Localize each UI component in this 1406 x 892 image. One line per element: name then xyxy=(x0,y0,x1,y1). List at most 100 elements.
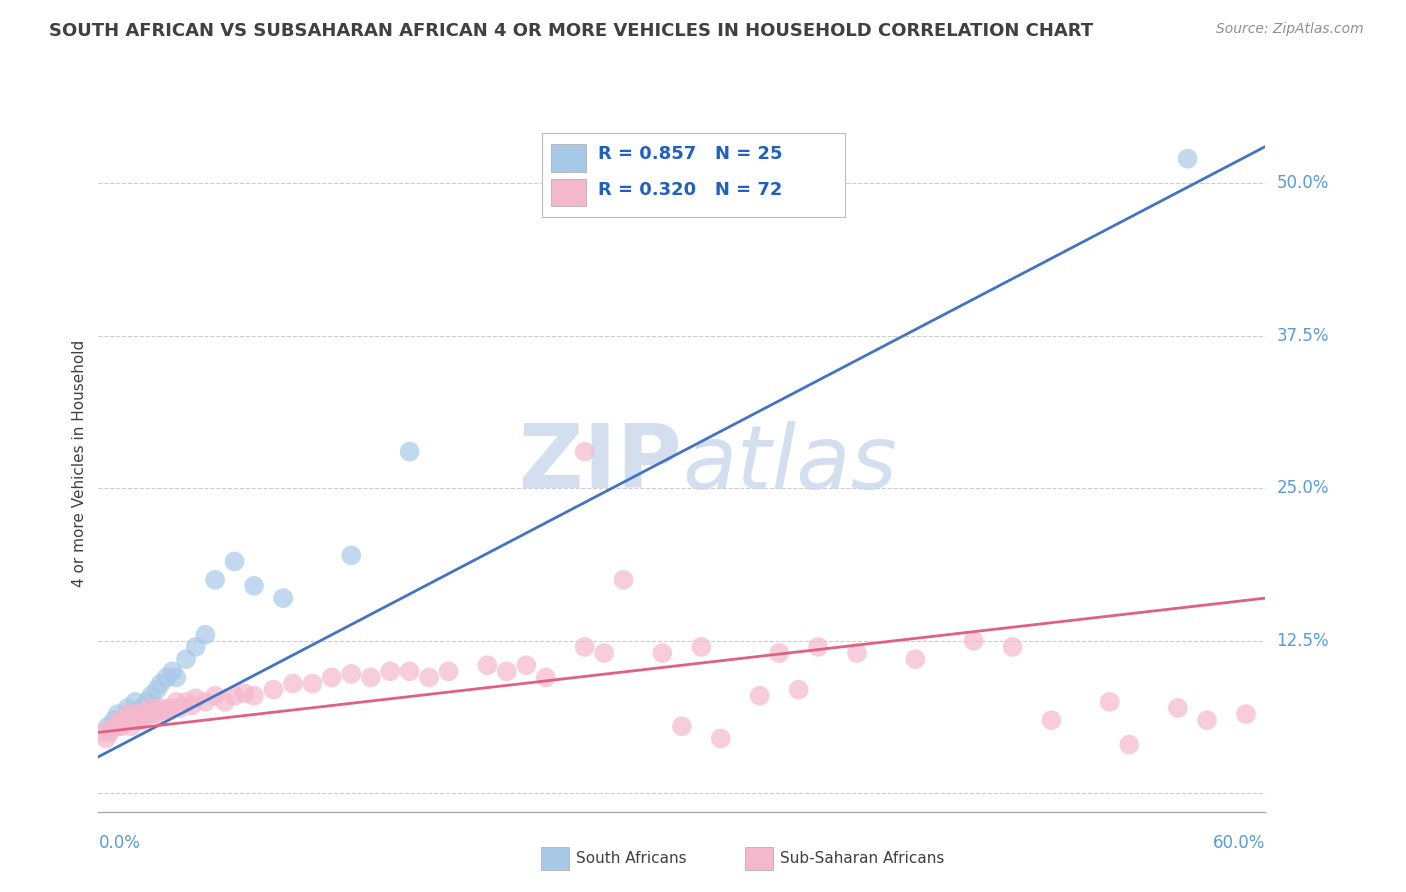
Point xyxy=(768,646,790,660)
Point xyxy=(194,695,217,709)
Point xyxy=(103,719,125,733)
Point xyxy=(437,665,460,679)
Point xyxy=(301,676,323,690)
Point xyxy=(243,579,266,593)
Point xyxy=(107,719,129,733)
Point xyxy=(118,713,141,727)
Point xyxy=(132,713,155,727)
Point xyxy=(807,640,830,654)
Bar xyxy=(551,178,586,206)
Point xyxy=(122,707,145,722)
Point xyxy=(155,670,177,684)
Point xyxy=(515,658,537,673)
Point xyxy=(1040,713,1063,727)
Text: R = 0.857   N = 25: R = 0.857 N = 25 xyxy=(598,145,782,163)
Point xyxy=(271,591,294,606)
Point xyxy=(224,554,246,568)
Point xyxy=(165,695,187,709)
Point xyxy=(180,698,202,713)
Point xyxy=(127,707,149,722)
Text: SOUTH AFRICAN VS SUBSAHARAN AFRICAN 4 OR MORE VEHICLES IN HOUSEHOLD CORRELATION : SOUTH AFRICAN VS SUBSAHARAN AFRICAN 4 OR… xyxy=(49,22,1094,40)
Point xyxy=(224,689,246,703)
Point xyxy=(1118,738,1140,752)
Text: 12.5%: 12.5% xyxy=(1277,632,1329,650)
Point xyxy=(152,703,174,717)
Point xyxy=(91,725,114,739)
Text: Sub-Saharan Africans: Sub-Saharan Africans xyxy=(780,852,945,866)
Point xyxy=(146,707,169,722)
Point xyxy=(378,665,402,679)
Point xyxy=(174,652,197,666)
Point xyxy=(174,695,197,709)
Point xyxy=(495,665,517,679)
Point xyxy=(136,707,159,722)
Text: Source: ZipAtlas.com: Source: ZipAtlas.com xyxy=(1216,22,1364,37)
Point xyxy=(787,682,810,697)
Y-axis label: 4 or more Vehicles in Household: 4 or more Vehicles in Household xyxy=(72,340,87,588)
Point xyxy=(1234,707,1257,722)
Point xyxy=(194,628,217,642)
Point xyxy=(169,701,191,715)
Point xyxy=(149,676,172,690)
Text: 25.0%: 25.0% xyxy=(1277,479,1329,497)
Point xyxy=(748,689,770,703)
Point xyxy=(477,658,499,673)
Point xyxy=(138,701,160,715)
Point xyxy=(129,707,152,722)
Text: South Africans: South Africans xyxy=(576,852,688,866)
Point xyxy=(671,719,693,733)
Point xyxy=(139,689,162,703)
Text: R = 0.320   N = 72: R = 0.320 N = 72 xyxy=(598,181,782,200)
Point xyxy=(233,686,256,700)
Point xyxy=(184,691,207,706)
Point xyxy=(159,701,181,715)
Bar xyxy=(551,144,586,171)
Point xyxy=(710,731,733,746)
Point xyxy=(204,573,226,587)
Point xyxy=(845,646,868,660)
Point xyxy=(97,719,120,733)
Point xyxy=(142,707,165,722)
Point xyxy=(96,731,118,746)
Point xyxy=(1167,701,1189,715)
Point xyxy=(534,670,557,684)
Point xyxy=(1195,713,1218,727)
Point xyxy=(593,646,616,660)
Point xyxy=(103,713,125,727)
Point xyxy=(574,444,596,458)
Point xyxy=(117,701,139,715)
Point xyxy=(1098,695,1121,709)
Point xyxy=(360,670,382,684)
Point xyxy=(117,707,139,722)
Point xyxy=(340,666,363,681)
Point xyxy=(162,665,184,679)
Point xyxy=(1177,152,1199,166)
Point xyxy=(124,695,146,709)
FancyBboxPatch shape xyxy=(541,134,845,217)
Point xyxy=(128,713,150,727)
Point xyxy=(108,713,131,727)
Point xyxy=(98,725,121,739)
Point xyxy=(121,719,143,733)
Text: 37.5%: 37.5% xyxy=(1277,326,1329,344)
Point xyxy=(340,549,363,563)
Point xyxy=(112,713,135,727)
Point xyxy=(204,689,226,703)
Text: 60.0%: 60.0% xyxy=(1213,834,1265,852)
Point xyxy=(962,633,984,648)
Point xyxy=(111,713,134,727)
Point xyxy=(214,695,236,709)
Point xyxy=(1001,640,1024,654)
Point xyxy=(574,640,596,654)
Point xyxy=(136,695,159,709)
Point xyxy=(612,573,634,587)
Text: ZIP: ZIP xyxy=(519,420,682,508)
Point xyxy=(155,703,177,717)
Point xyxy=(111,719,134,733)
Point xyxy=(149,701,172,715)
Point xyxy=(398,444,420,458)
Text: atlas: atlas xyxy=(682,421,897,507)
Point xyxy=(418,670,440,684)
Point xyxy=(281,676,304,690)
Text: 0.0%: 0.0% xyxy=(98,834,141,852)
